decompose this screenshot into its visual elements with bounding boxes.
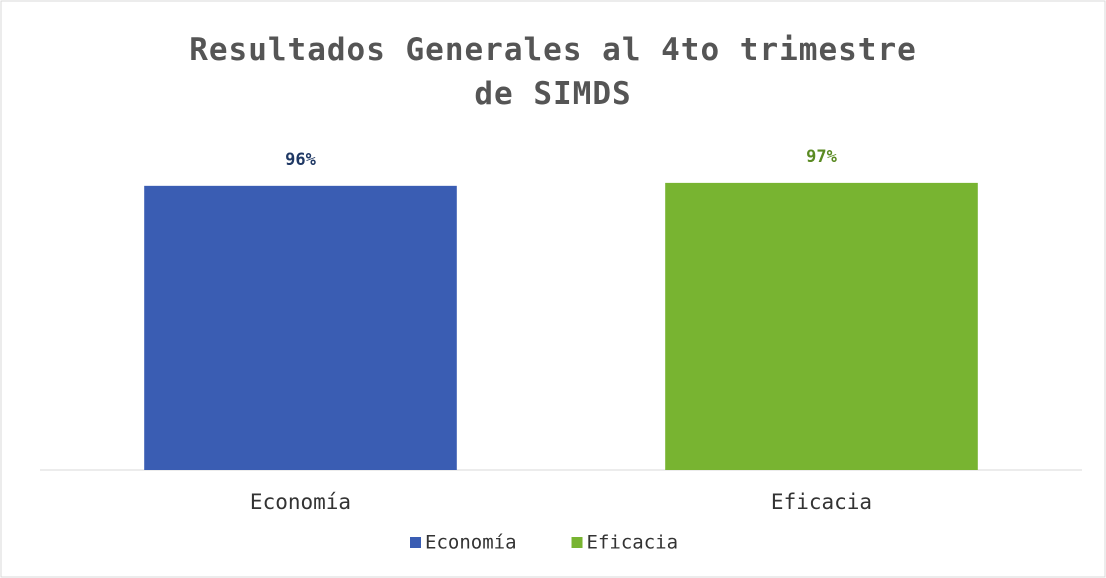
- bar: [144, 185, 457, 470]
- data-label: 97%: [806, 147, 837, 167]
- data-label: 96%: [285, 150, 316, 170]
- x-tick-label: Economía: [250, 490, 351, 514]
- legend-label: Economía: [425, 532, 517, 554]
- legend-swatch: [571, 537, 583, 548]
- legend-swatch: [410, 537, 421, 548]
- bar: [665, 182, 978, 470]
- legend-label: Eficacia: [587, 532, 679, 554]
- x-tick-label: Eficacia: [771, 490, 872, 514]
- chart-title: Resultados Generales al 4to trimestre de…: [189, 32, 917, 112]
